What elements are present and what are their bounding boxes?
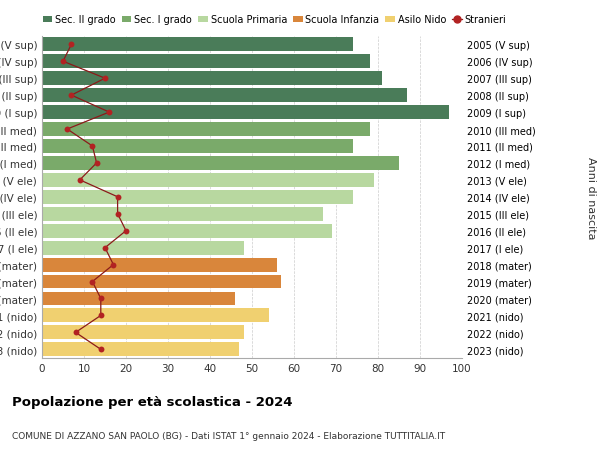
Bar	[42, 140, 353, 154]
Point	[113, 211, 122, 218]
Bar	[42, 55, 370, 69]
Bar	[42, 207, 323, 221]
Point	[100, 245, 110, 252]
Text: Anni di nascita: Anni di nascita	[586, 156, 596, 239]
Bar	[42, 326, 244, 340]
Bar	[42, 123, 370, 137]
Legend: Sec. II grado, Sec. I grado, Scuola Primaria, Scuola Infanzia, Asilo Nido, Stran: Sec. II grado, Sec. I grado, Scuola Prim…	[43, 16, 506, 25]
Point	[88, 143, 97, 150]
Bar	[42, 174, 374, 187]
Point	[104, 109, 114, 117]
Text: Popolazione per età scolastica - 2024: Popolazione per età scolastica - 2024	[12, 395, 293, 408]
Point	[75, 177, 85, 184]
Point	[121, 228, 131, 235]
Point	[62, 126, 72, 134]
Point	[109, 261, 118, 269]
Bar	[42, 72, 382, 86]
Point	[67, 41, 76, 49]
Text: COMUNE DI AZZANO SAN PAOLO (BG) - Dati ISTAT 1° gennaio 2024 - Elaborazione TUTT: COMUNE DI AZZANO SAN PAOLO (BG) - Dati I…	[12, 431, 445, 441]
Bar	[42, 38, 353, 52]
Bar	[42, 224, 332, 238]
Point	[67, 92, 76, 100]
Bar	[42, 89, 407, 103]
Bar	[42, 157, 399, 170]
Bar	[42, 241, 244, 255]
Point	[92, 160, 101, 167]
Point	[96, 295, 106, 302]
Point	[113, 194, 122, 201]
Bar	[42, 342, 239, 357]
Bar	[42, 106, 449, 120]
Point	[96, 346, 106, 353]
Point	[96, 312, 106, 319]
Bar	[42, 258, 277, 272]
Bar	[42, 292, 235, 306]
Bar	[42, 275, 281, 289]
Bar	[42, 190, 353, 204]
Point	[71, 329, 80, 336]
Bar	[42, 309, 269, 323]
Point	[100, 75, 110, 83]
Point	[58, 58, 68, 66]
Point	[88, 278, 97, 285]
